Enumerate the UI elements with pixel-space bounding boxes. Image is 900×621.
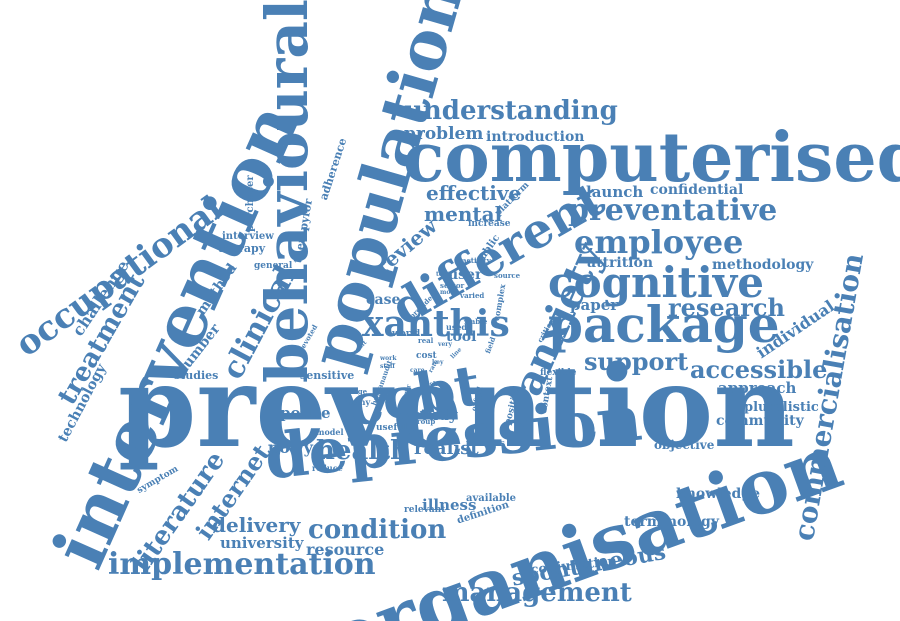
word-user: user [448,267,483,283]
word-real: real [418,336,434,345]
word-illness: illness [422,496,477,514]
word-general: general [254,261,293,271]
word-staff: staff [380,363,395,370]
word-therapy: therapy [218,242,266,255]
word-attrition: attrition [587,255,654,271]
word-terminology: terminology [624,514,719,530]
word-risk: risk [424,381,437,388]
word-varied: varied [460,291,485,300]
word-university: university [220,534,304,552]
word-resource: resource [306,540,385,559]
word-methodology: methodology [712,257,814,273]
word-many: many [346,397,371,407]
word-interview: interview [222,231,274,242]
word-care: care [410,367,425,374]
word-used: used [446,322,468,332]
word-term: term [436,271,453,278]
word-health: health [316,436,410,466]
word-launch: launch [586,183,644,201]
word-paper: paper [570,296,619,314]
word-approach: approach [718,379,797,397]
word-flexible: flexible [540,368,577,378]
word-increase: increase [468,219,511,229]
word-cost: cost [416,351,437,361]
word-model: model [316,427,344,437]
word-condition: condition [308,515,447,545]
word-problem: problem [404,124,484,144]
word-package: package [548,295,780,354]
word-knowledge: knowledge [676,486,760,502]
word-pluralistic: pluralistic [744,400,819,415]
word-accessible: accessible [690,355,828,384]
word-purchaser: purchaser [245,175,256,232]
word-stage: stage [346,387,368,396]
word-work: work [380,355,397,362]
word-effective: effective [426,181,522,205]
word-mental: mental [424,202,503,226]
word-key: key [432,359,444,366]
word-policies: policies [466,439,505,449]
word-police: police [280,404,331,422]
word-prevention: prevention [118,342,795,473]
word-sector: sector [440,281,465,290]
word-viable: viable [464,317,488,326]
word-cognitive: cognitive [548,258,764,307]
word-delivery: delivery [212,513,301,537]
word-xanthis: xanthis [362,303,510,345]
word-studies: studies [174,369,219,382]
word-relevant: relevant [404,505,446,515]
word-computerised: computerised [403,118,900,198]
word-community: community [716,413,804,429]
word-very: very [438,341,452,348]
word-sensitive: sensitive [300,369,355,382]
word-implementation: implementation [108,547,376,582]
word-understanding: understanding [404,96,618,126]
word-case: case [366,292,401,308]
word-powys: powys [268,438,322,457]
word-management: management [442,578,632,608]
word-research: research [668,293,785,322]
word-introduction: introduction [486,129,585,145]
word-support: support [584,347,689,376]
word-activity: activity [462,256,491,265]
word-world: world [392,329,421,339]
word-objective: objective [654,438,715,452]
word-preventative: preventative [568,193,778,228]
word-group: group [412,417,436,426]
word-employee: employee [574,223,744,261]
word-realist: realist [414,438,479,459]
word-source: source [494,271,521,280]
word-study: study [412,406,458,424]
word-available: available [466,493,516,504]
word-more: more [440,289,458,296]
word-tool: tool [446,329,477,345]
word-reduce: reduce [312,463,343,473]
word-confidential: confidential [650,182,744,198]
word-useful: useful [376,423,408,433]
